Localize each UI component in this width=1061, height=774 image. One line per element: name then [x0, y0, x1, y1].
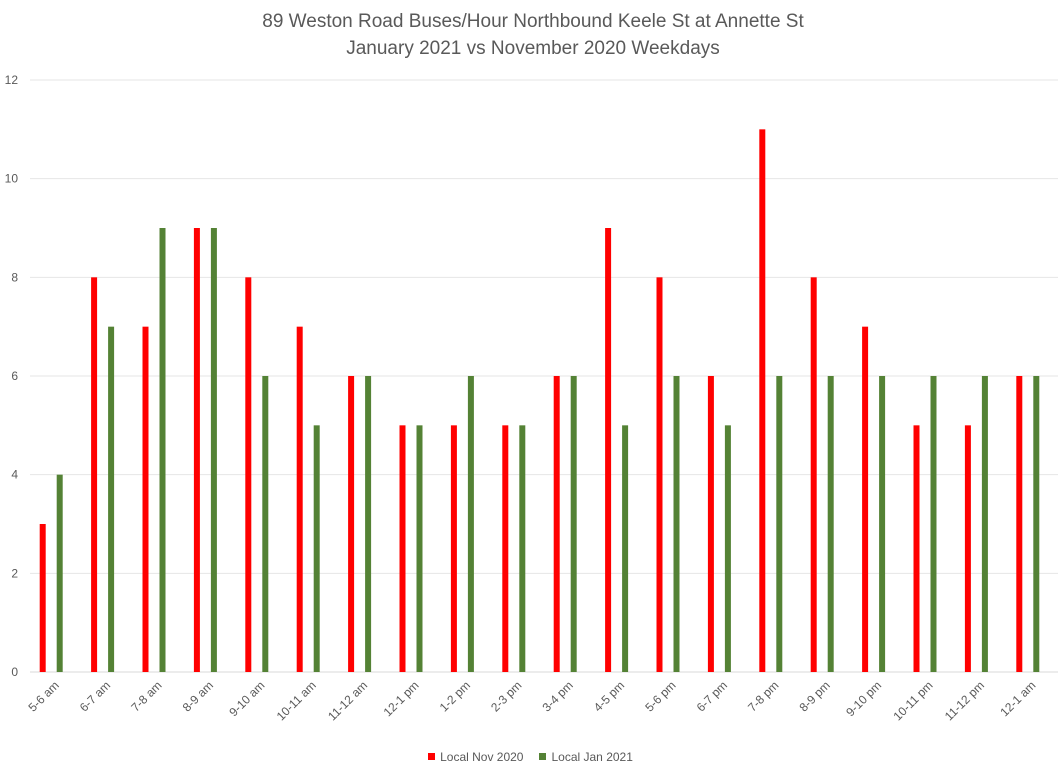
- bar-jan-2021-11: [570, 376, 577, 672]
- bar-jan-2021-16: [827, 376, 834, 672]
- chart-title-line-1: 89 Weston Road Buses/Hour Northbound Kee…: [262, 11, 804, 32]
- bar-nov-2020-2: [91, 277, 98, 672]
- bar-nov-2020-14: [707, 376, 714, 672]
- bar-jan-2021-1: [56, 474, 63, 672]
- bar-jan-2021-3: [159, 228, 166, 672]
- x-tick-label: 7-8 am: [128, 678, 164, 714]
- x-tick-label: 9-10 am: [226, 678, 267, 719]
- bar-jan-2021-17: [879, 376, 886, 672]
- x-tick-label: 11-12 pm: [942, 678, 987, 723]
- bar-nov-2020-8: [399, 425, 406, 672]
- x-tick-label: 12-1 pm: [381, 678, 422, 719]
- bar-jan-2021-14: [724, 425, 731, 672]
- x-tick-label: 5-6 am: [26, 678, 62, 714]
- legend-swatch: [539, 753, 547, 760]
- x-tick-label: 3-4 pm: [540, 678, 576, 714]
- bar-jan-2021-10: [519, 425, 526, 672]
- bar-nov-2020-20: [1016, 376, 1023, 672]
- bar-jan-2021-8: [416, 425, 423, 672]
- bar-nov-2020-19: [964, 425, 971, 672]
- bar-nov-2020-11: [553, 376, 560, 672]
- bar-jan-2021-9: [467, 376, 474, 672]
- x-tick-label: 8-9 am: [180, 678, 216, 714]
- x-tick-label: 5-6 pm: [642, 678, 678, 714]
- chart-title-line-2: January 2021 vs November 2020 Weekdays: [346, 38, 720, 59]
- bar-nov-2020-4: [193, 228, 200, 672]
- y-axis-ticks: 0 2 4 6 8 10 12: [5, 73, 19, 679]
- bar-jan-2021-20: [1033, 376, 1040, 672]
- y-tick-label: 10: [5, 172, 19, 186]
- bar-jan-2021-2: [108, 326, 115, 672]
- bar-nov-2020-9: [450, 425, 457, 672]
- bar-jan-2021-12: [622, 425, 629, 672]
- y-tick-label: 8: [11, 270, 18, 284]
- y-tick-label: 4: [11, 468, 18, 482]
- bar-jan-2021-6: [313, 425, 320, 672]
- x-tick-label: 10-11 am: [274, 678, 319, 723]
- y-tick-label: 12: [5, 73, 19, 87]
- bar-nov-2020-13: [656, 277, 663, 672]
- bar-nov-2020-3: [142, 326, 149, 672]
- bar-nov-2020-12: [605, 228, 612, 672]
- x-tick-label: 4-5 pm: [591, 678, 627, 714]
- bar-jan-2021-5: [262, 376, 269, 672]
- bars: [39, 129, 1040, 673]
- bar-nov-2020-15: [759, 129, 766, 673]
- legend-swatch: [428, 753, 436, 760]
- x-tick-label: 7-8 pm: [745, 678, 781, 714]
- legend-item-nov-2020: Local Nov 2020: [428, 750, 523, 764]
- bar-jan-2021-13: [673, 376, 680, 672]
- x-axis-ticks: 5-6 am 6-7 am 7-8 am 8-9 am 9-10 am 10-11 am 1…: [26, 678, 1039, 723]
- legend-label: Local Jan 2021: [551, 749, 633, 764]
- bar-nov-2020-6: [296, 326, 303, 672]
- bar-nov-2020-10: [502, 425, 509, 672]
- bar-jan-2021-7: [365, 376, 372, 672]
- legend: Local Nov 2020 Local Jan 2021: [0, 749, 1061, 764]
- chart-title: 89 Weston Road Buses/Hour Northbound Kee…: [262, 11, 804, 59]
- bar-jan-2021-19: [981, 376, 988, 672]
- bar-jan-2021-18: [930, 376, 937, 672]
- gridlines: [30, 79, 1058, 673]
- x-tick-label: 2-3 pm: [488, 678, 524, 714]
- y-tick-label: 0: [11, 665, 18, 679]
- legend-item-jan-2021: Local Jan 2021: [539, 749, 633, 764]
- x-tick-label: 12-1 am: [997, 678, 1038, 719]
- x-tick-label: 10-11 pm: [890, 678, 935, 723]
- bar-nov-2020-17: [862, 326, 869, 672]
- x-tick-label: 6-7 pm: [694, 678, 730, 714]
- bar-nov-2020-7: [348, 376, 355, 672]
- bar-nov-2020-16: [810, 277, 817, 672]
- x-tick-label: 11-12 am: [325, 678, 370, 723]
- chart-svg: 89 Weston Road Buses/Hour Northbound Kee…: [5, 11, 1058, 723]
- x-tick-label: 1-2 pm: [437, 678, 473, 714]
- x-tick-label: 8-9 pm: [797, 678, 833, 714]
- bar-nov-2020-18: [913, 425, 920, 672]
- bar-jan-2021-4: [210, 228, 217, 672]
- bar-jan-2021-15: [776, 376, 783, 672]
- y-tick-label: 6: [11, 369, 18, 383]
- bar-nov-2020-1: [39, 524, 46, 672]
- x-tick-label: 9-10 pm: [843, 678, 884, 719]
- x-tick-label: 6-7 am: [77, 678, 113, 714]
- y-tick-label: 2: [11, 566, 18, 580]
- bar-nov-2020-5: [245, 277, 252, 672]
- legend-label: Local Nov 2020: [440, 749, 524, 764]
